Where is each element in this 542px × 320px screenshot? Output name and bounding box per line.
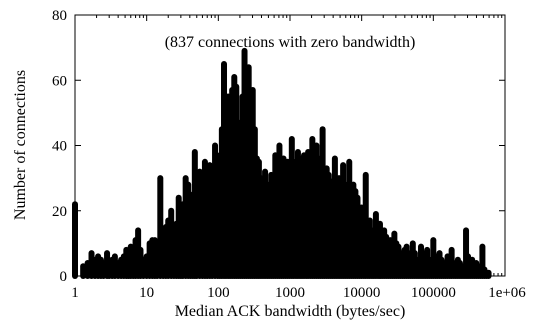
x-axis-ticks: 1 10 100 1000 10000 100000 1e+06 (71, 15, 526, 301)
x-tick-label: 1 (71, 285, 79, 301)
y-tick-label: 0 (60, 269, 68, 285)
x-tick-label: 1e+06 (488, 285, 526, 301)
x-tick-label: 10 (139, 285, 154, 301)
y-axis-ticks: 0 20 40 60 80 (52, 8, 505, 285)
y-tick-label: 20 (52, 204, 67, 220)
zero-bandwidth-annotation: (837 connections with zero bandwidth) (165, 34, 416, 51)
bars-group (72, 47, 492, 279)
x-tick-label: 100000 (411, 285, 456, 301)
x-axis-label: Median ACK bandwidth (bytes/sec) (175, 303, 406, 320)
y-axis-label: Number of connections (12, 70, 29, 220)
y-tick-label: 60 (52, 73, 67, 89)
x-tick-label: 10000 (343, 285, 381, 301)
y-tick-label: 40 (52, 139, 67, 155)
y-tick-label: 80 (52, 8, 67, 24)
x-tick-label: 1000 (275, 285, 305, 301)
x-tick-label: 100 (207, 285, 230, 301)
